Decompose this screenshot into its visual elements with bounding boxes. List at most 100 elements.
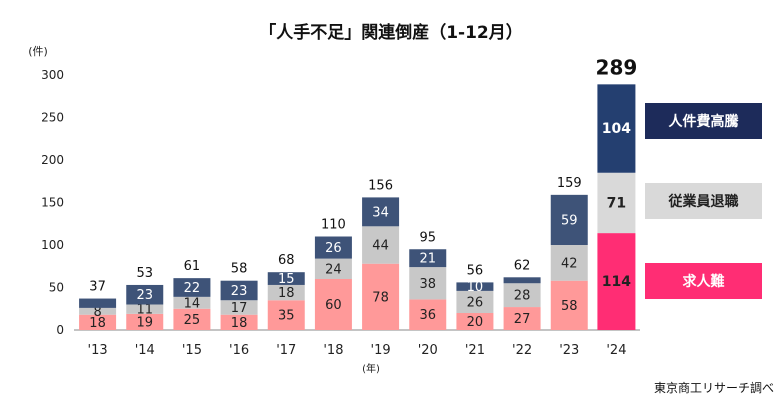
bar-segment-labor-cost xyxy=(126,284,164,305)
bar-segment-labor-cost xyxy=(173,278,211,297)
x-tick-label: '18 xyxy=(323,343,343,358)
data-label: 24 xyxy=(325,262,342,277)
y-tick-label: 300 xyxy=(41,68,64,82)
data-label: 104 xyxy=(602,121,631,137)
x-tick-label: '14 xyxy=(135,343,155,358)
total-label: 53 xyxy=(136,266,153,281)
bar-segment-kyujin-nan xyxy=(220,314,258,330)
data-label: 42 xyxy=(561,256,578,271)
data-label: 8 xyxy=(93,305,101,320)
data-label: 114 xyxy=(602,274,631,290)
x-tick-label: '19 xyxy=(371,343,391,358)
total-label: 156 xyxy=(368,178,393,193)
bar-segment-labor-cost xyxy=(267,272,305,285)
bar-segment-employee-retirement xyxy=(550,245,588,281)
bar-segment-employee-retirement xyxy=(597,172,636,234)
data-label: 38 xyxy=(419,277,436,292)
bar-segment-kyujin-nan xyxy=(550,280,588,330)
bar-segment-employee-retirement xyxy=(456,290,494,313)
total-label: 68 xyxy=(278,253,295,268)
bar-segment-labor-cost xyxy=(314,236,352,259)
data-label: 71 xyxy=(607,195,626,211)
data-label: 25 xyxy=(184,313,201,328)
legend-label: 人件費高騰 xyxy=(669,113,740,130)
data-label: 34 xyxy=(372,205,389,220)
data-label: 28 xyxy=(514,289,531,304)
y-tick-label: 150 xyxy=(41,196,64,210)
bar-segment-kyujin-nan xyxy=(126,313,164,330)
bar-segment-kyujin-nan xyxy=(503,307,541,330)
total-label: 110 xyxy=(321,218,346,233)
data-label: 15 xyxy=(278,272,295,287)
y-axis: 0 50 100 150 200 250 300 xyxy=(41,68,64,337)
data-label: 22 xyxy=(184,281,201,296)
bar-segment-kyujin-nan xyxy=(173,308,211,330)
y-tick-label: 100 xyxy=(41,238,64,252)
bar-segment-employee-retirement xyxy=(267,284,305,301)
data-label: 23 xyxy=(136,288,153,303)
bar-segment-kyujin-nan xyxy=(314,279,352,330)
total-label: 61 xyxy=(184,259,201,274)
bar-segment-labor-cost xyxy=(362,197,400,227)
bar-segment-employee-retirement xyxy=(126,304,164,314)
x-tick-label: '17 xyxy=(276,343,296,358)
data-label: 11 xyxy=(136,303,153,318)
y-tick-label: 0 xyxy=(56,323,64,337)
legend-swatch-employee-retirement xyxy=(645,183,762,219)
data-label: 78 xyxy=(372,290,389,305)
legend-label: 求人難 xyxy=(683,273,725,290)
data-label: 19 xyxy=(136,315,153,330)
bar-segment-employee-retirement xyxy=(314,258,352,279)
x-tick-label: '16 xyxy=(229,343,249,358)
bar-segment-kyujin-nan xyxy=(597,233,636,330)
x-tick-label: '23 xyxy=(559,343,579,358)
bar-segment-employee-retirement xyxy=(503,283,541,308)
data-label: 18 xyxy=(231,316,248,331)
x-tick-label: '24 xyxy=(606,343,626,358)
bar-segment-labor-cost xyxy=(409,249,447,268)
data-label: 35 xyxy=(278,309,295,324)
data-label: 23 xyxy=(231,284,248,299)
bar-segment-employee-retirement xyxy=(409,267,447,300)
total-label: 37 xyxy=(89,280,106,295)
data-label: 36 xyxy=(419,308,436,323)
data-label: 44 xyxy=(372,239,389,254)
bar-segment-kyujin-nan xyxy=(456,313,494,330)
data-label: 26 xyxy=(467,295,484,310)
x-tick-label: '21 xyxy=(465,343,485,358)
data-label: 60 xyxy=(325,298,342,313)
y-tick-label: 50 xyxy=(49,281,64,295)
legend-swatch-kyujin-nan xyxy=(645,263,762,299)
bars-group: 1883719112353251422611817235835181568602… xyxy=(79,55,637,331)
bar-segment-kyujin-nan xyxy=(267,300,305,330)
bar-segment-kyujin-nan xyxy=(409,299,447,330)
data-label: 59 xyxy=(561,213,578,228)
data-label: 27 xyxy=(514,312,531,327)
bar-segment-labor-cost xyxy=(220,280,258,301)
data-label: 20 xyxy=(467,315,484,330)
bar-segment-labor-cost xyxy=(456,282,494,291)
total-label: 95 xyxy=(419,230,436,245)
y-axis-label: (件) xyxy=(28,45,48,58)
x-tick-label: '15 xyxy=(182,343,202,358)
legend-swatch-labor-cost xyxy=(645,103,762,139)
bar-segment-kyujin-nan xyxy=(362,263,400,330)
x-tick-label: '13 xyxy=(88,343,108,358)
total-label: 62 xyxy=(514,258,531,273)
bar-segment-employee-retirement xyxy=(79,307,117,315)
chart-title: 「人手不足」関連倒産（1-12月） xyxy=(259,22,523,43)
data-label: 18 xyxy=(278,286,295,301)
bar-segment-labor-cost xyxy=(79,298,117,308)
x-axis: '13 '14 '15 '16 '17 '18 '19 '20 '21 '22 '23 '24 xyxy=(88,343,627,358)
bar-segment-kyujin-nan xyxy=(79,314,117,330)
data-label: 10 xyxy=(467,280,484,295)
x-axis-label: (年) xyxy=(362,362,380,375)
bar-segment-labor-cost xyxy=(550,194,588,245)
total-label: 58 xyxy=(231,262,248,277)
source-note: 東京商工リサーチ調べ xyxy=(654,380,774,395)
data-label: 26 xyxy=(325,241,342,256)
bar-segment-employee-retirement xyxy=(173,296,211,309)
legend-label: 従業員退職 xyxy=(668,193,739,210)
